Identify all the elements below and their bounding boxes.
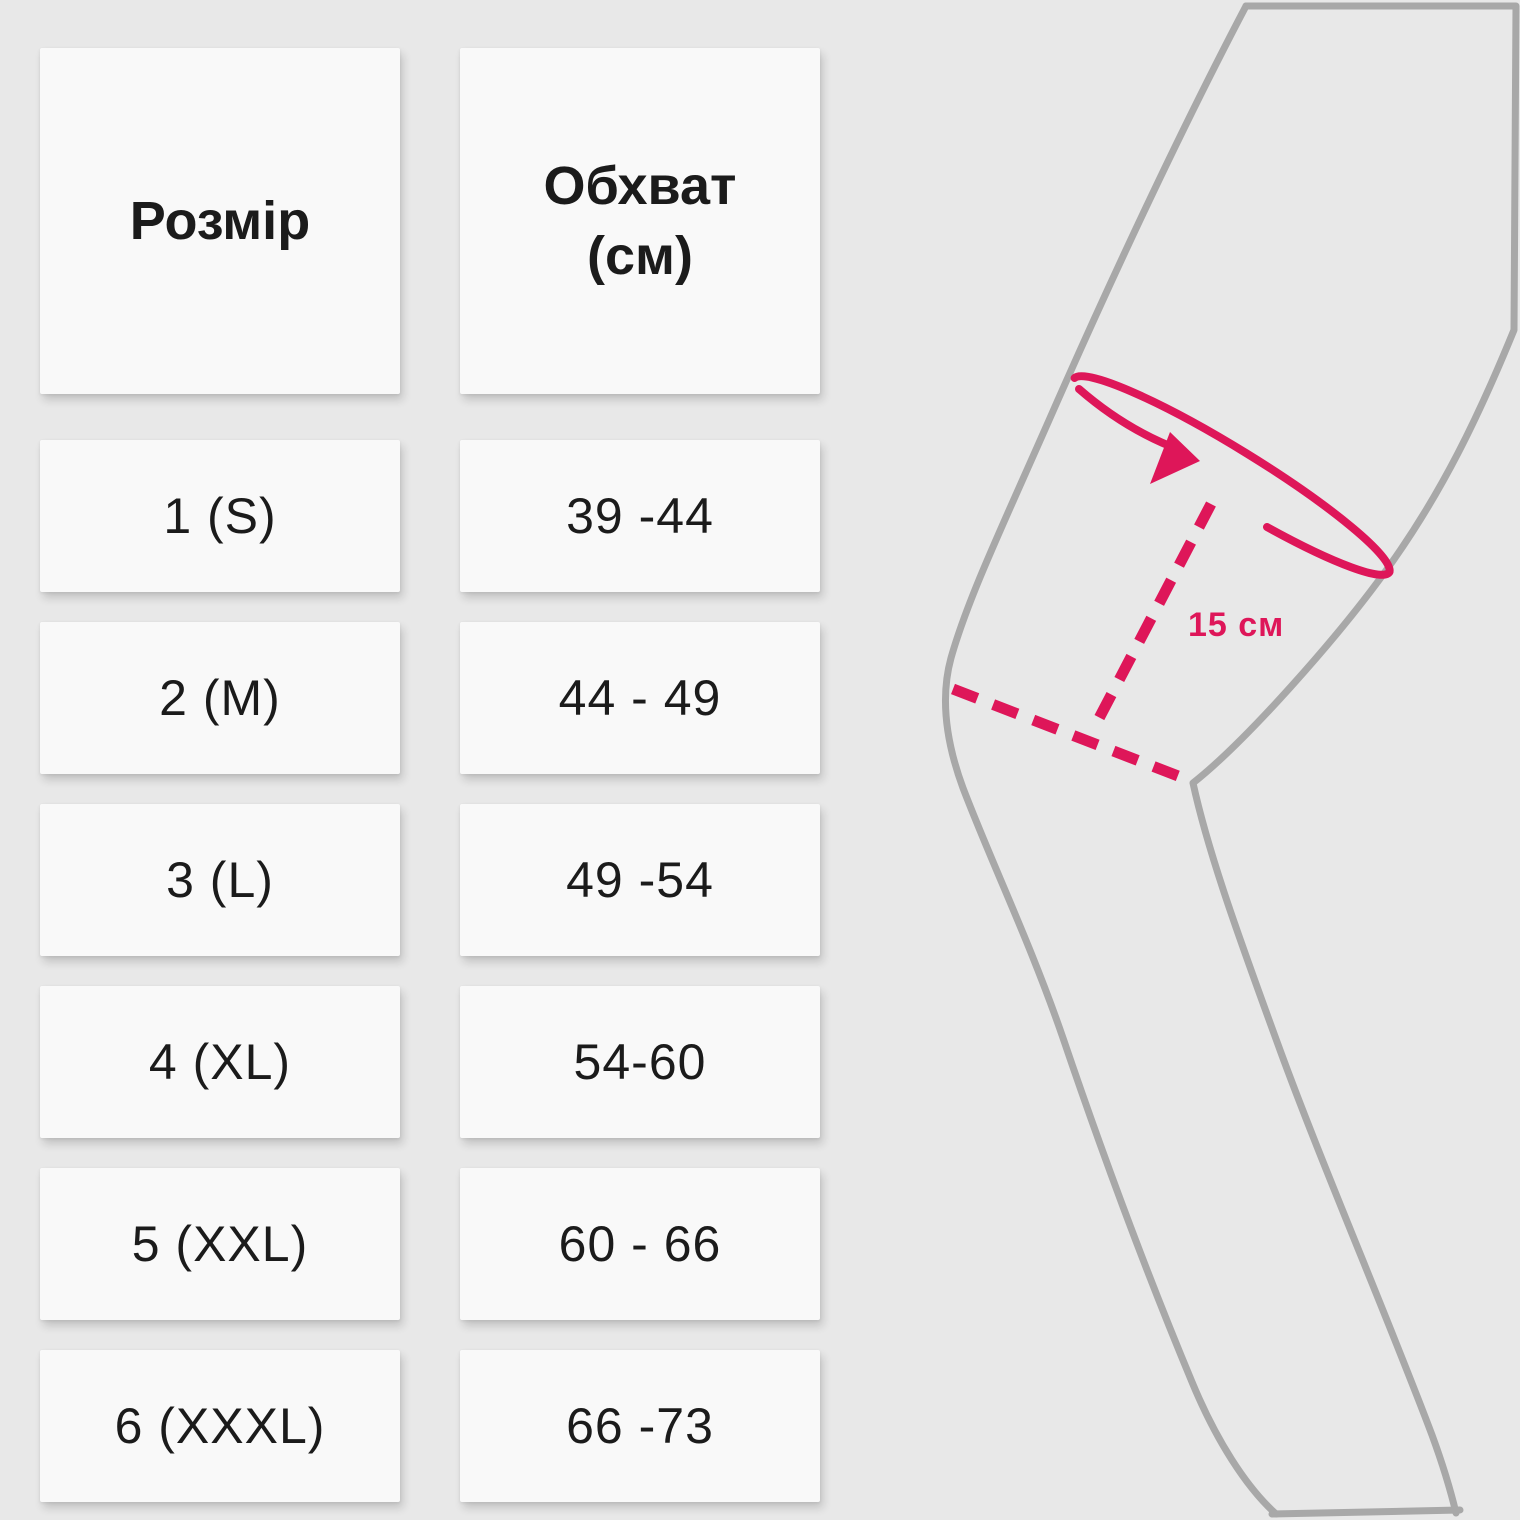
table-row-size-5: 5 (XXL) — [40, 1168, 400, 1320]
circumference-column-header: Обхват (см) — [460, 48, 820, 394]
measuring-tape-ellipse — [1070, 372, 1394, 576]
table-row-circumference-4: 54-60 — [460, 986, 820, 1138]
table-row-size-1: 1 (S) — [40, 440, 400, 592]
dashed-line-knee-level — [951, 683, 1193, 787]
table-row-size-3: 3 (L) — [40, 804, 400, 956]
measurement-label: 15 см — [1188, 606, 1284, 644]
table-row-circumference-6: 66 -73 — [460, 1350, 820, 1502]
tape-arrow-shaft — [1075, 385, 1184, 454]
measuring-tape-ellipse-lower-arc — [1263, 523, 1394, 579]
size-header-label: Розмір — [129, 190, 311, 251]
table-row-size-4: 4 (XL) — [40, 986, 400, 1138]
table-row-circumference-5: 60 - 66 — [460, 1168, 820, 1320]
leg-outline-back — [1189, 2, 1520, 1517]
leg-outline-front — [941, 2, 1280, 1518]
table-row-size-2: 2 (M) — [40, 622, 400, 774]
circumference-header-label: Обхват (см) — [543, 155, 737, 286]
tape-arrow-head — [1150, 432, 1200, 484]
table-row-circumference-3: 49 -54 — [460, 804, 820, 956]
circumference-column: Обхват (см) 39 -44 44 - 49 49 -54 54-60 … — [460, 48, 820, 1502]
table-row-circumference-1: 39 -44 — [460, 440, 820, 592]
leg-outline-bottom — [1268, 1506, 1464, 1518]
size-column: Розмір 1 (S) 2 (M) 3 (L) 4 (XL) 5 (XXL) … — [40, 48, 400, 1502]
size-column-header: Розмір — [40, 48, 400, 394]
table-row-size-6: 6 (XXXL) — [40, 1350, 400, 1502]
table-row-circumference-2: 44 - 49 — [460, 622, 820, 774]
